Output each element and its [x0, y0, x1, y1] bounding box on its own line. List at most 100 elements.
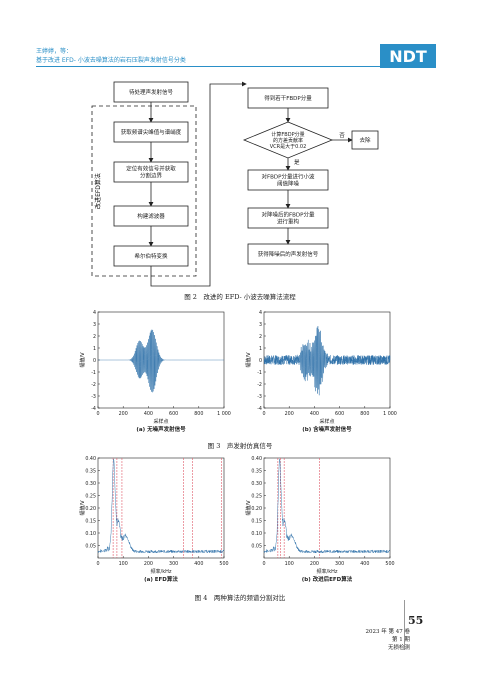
- f4b-ytick-label-3: 0.25: [251, 493, 262, 499]
- f4a-xtick-label-2: 200: [144, 561, 153, 567]
- yes-label: 是: [294, 159, 300, 166]
- f4a-ytick-label-0: 0.40: [85, 456, 96, 462]
- journal-name: 无损检测: [387, 645, 410, 651]
- f4b-xtick-label-2: 200: [310, 561, 319, 567]
- volume-info: 2023 年 第 47 卷 第 1 期: [365, 629, 411, 643]
- no-label: 否: [339, 132, 345, 139]
- left-box-label-3: 构建滤波器: [137, 212, 165, 220]
- f3a-ytick-label-6: -2: [91, 382, 96, 388]
- f3b-xtick-label-1: 200: [285, 411, 294, 417]
- f4b-ytick-label-0: 0.40: [251, 456, 262, 462]
- f3a-ytick-label-2: 2: [93, 334, 96, 340]
- f4a-series: [97, 458, 225, 554]
- f3b-ytick-label-1: 3: [259, 322, 262, 328]
- f4a-xtick-label-1: 100: [119, 561, 128, 567]
- f4a-xlabel: 频率/kHz: [151, 568, 172, 575]
- figure4-caption: 图 4 两种算法的频谱分割对比: [194, 594, 286, 602]
- flowchart: 改进EFD算法 待处理声发射信号获取频谱尖峰值与谱峭度定位有效信号并获取分割边界构…: [91, 81, 379, 287]
- footer-rule: [404, 600, 405, 650]
- right-box-label-1: 对FBDP分量进行小波阈值降噪: [262, 173, 315, 188]
- f4a-xtick-label-3: 300: [169, 561, 178, 567]
- f3a-ytick-label-3: 1: [93, 346, 96, 352]
- efd-group-box: [91, 105, 197, 277]
- f3a-ylabel: 幅值/V: [79, 352, 86, 368]
- f4a-ytick-label-2: 0.30: [85, 481, 96, 487]
- f4a-ylabel: 幅值/V: [79, 500, 86, 516]
- remove-label: 去除: [359, 136, 371, 144]
- svg-text:NDT: NDT: [389, 47, 427, 66]
- f4a-ytick-label-5: 0.15: [85, 518, 96, 524]
- figure4a-chart: 0.40 0.35 0.30 0.25 0.20 0.15 0.10 0.05 0 100 200 3…: [79, 456, 229, 583]
- f4a-ytick-label-7: 0.05: [85, 543, 96, 549]
- f3b-xtick-label-0: 0: [262, 411, 265, 417]
- f4b-xtick-label-3: 300: [335, 561, 344, 567]
- f3a-ytick-label-8: -4: [91, 406, 96, 412]
- f4a-ytick-label-3: 0.25: [85, 493, 96, 499]
- f3a-xlabel: 采样点: [153, 418, 168, 425]
- f4b-ytick-label-7: 0.05: [251, 543, 262, 549]
- f4b-xtick-label-1: 100: [285, 561, 294, 567]
- header-rule: [36, 66, 380, 67]
- f4b-frame: [263, 457, 391, 559]
- figure3-caption: 图 3 声发射仿真信号: [207, 442, 273, 450]
- right-box-label-0: 得到若干FBDP分量: [264, 94, 312, 102]
- f4a-xtick-label-5: 500: [219, 561, 228, 567]
- f4b-ylabel: 幅值/V: [245, 500, 252, 516]
- f3a-xtick-label-4: 800: [194, 411, 203, 417]
- page-info: 2023 年 第 47 卷 第 1 期 无损检测: [360, 628, 411, 652]
- right-box-label-3: 获得降噪后的声发射信号: [258, 250, 319, 258]
- f3a-xtick-label-3: 600: [169, 411, 178, 417]
- f3b-ytick-label-7: -3: [257, 394, 262, 400]
- header-authors: 王婷婷，等：: [36, 48, 73, 55]
- f4a-ytick-label-1: 0.35: [85, 468, 96, 474]
- right-box-label-2: 对降噪后的FBDP分量进行重构: [262, 211, 315, 226]
- f3a-series: [98, 329, 224, 393]
- f3a-ytick-label-5: -1: [91, 370, 96, 376]
- f3b-ytick-label-3: 1: [259, 346, 262, 352]
- f3b-xtick-label-5: 1 000: [383, 411, 397, 417]
- f3a-subcaption: (a) 无噪声发射信号: [136, 425, 186, 433]
- f4b-ytick-label-5: 0.15: [251, 518, 262, 524]
- f4a-subcaption: (a) EFD算法: [144, 575, 178, 583]
- f3a-ytick-label-0: 4: [93, 310, 96, 316]
- f3a-xtick-label-5: 1 000: [217, 411, 231, 417]
- f4b-ytick-label-1: 0.35: [251, 468, 262, 474]
- left-box-label-0: 待处理声发射信号: [129, 88, 174, 96]
- f3a-ytick-label-1: 3: [93, 322, 96, 328]
- f3b-ytick-label-2: 2: [259, 334, 262, 340]
- f4a-ytick-label-6: 0.10: [85, 531, 96, 537]
- f3a-xtick-label-1: 200: [119, 411, 128, 417]
- f3b-ytick-label-4: 0: [259, 358, 262, 364]
- f3b-xtick-label-3: 600: [335, 411, 344, 417]
- efd-group-label: 改进EFD算法: [94, 173, 102, 209]
- decision-label: 计算FBDP分量的方差贡献率 VCR是大于0.02: [270, 131, 307, 150]
- f4b-ytick-label-4: 0.20: [251, 506, 262, 512]
- f4b-ytick-label-6: 0.10: [251, 531, 262, 537]
- f4b-xlabel: 频率/kHz: [317, 568, 338, 575]
- f3b-ytick-label-6: -2: [257, 382, 262, 388]
- figure4b-chart: 0.40 0.35 0.30 0.25 0.20 0.15 0.10 0.05 0 100 200 3…: [245, 456, 395, 583]
- f3a-ytick-label-4: 0: [93, 358, 96, 364]
- remove-box: [351, 130, 379, 150]
- f4a-xtick-label-0: 0: [96, 561, 99, 567]
- f3b-xlabel: 采样点: [319, 418, 334, 425]
- f4b-series: [263, 458, 391, 554]
- f4b-xtick-label-0: 0: [262, 561, 265, 567]
- journal-logo: NDT: [380, 44, 436, 68]
- left-box-label-2: 定位有效信号并获取分割边界: [126, 165, 176, 180]
- f4a-xtick-label-4: 400: [194, 561, 203, 567]
- f3b-subcaption: (b) 含噪声发射信号: [302, 425, 352, 433]
- f4a-frame: [97, 457, 225, 559]
- f4b-subcaption: (b) 改进后EFD算法: [302, 575, 353, 583]
- f3a-xtick-label-2: 400: [144, 411, 153, 417]
- f4a-ytick-label-4: 0.20: [85, 506, 96, 512]
- connector-arrow: [150, 81, 247, 287]
- f4b-ytick-label-2: 0.30: [251, 481, 262, 487]
- left-box-label-4: 希尔伯特变换: [134, 252, 168, 260]
- left-box-label-1: 获取频谱尖峰值与谱峭度: [121, 128, 182, 136]
- f4b-xtick-label-4: 400: [360, 561, 369, 567]
- page-number: 55: [408, 614, 424, 627]
- f3a-ytick-label-7: -3: [91, 394, 96, 400]
